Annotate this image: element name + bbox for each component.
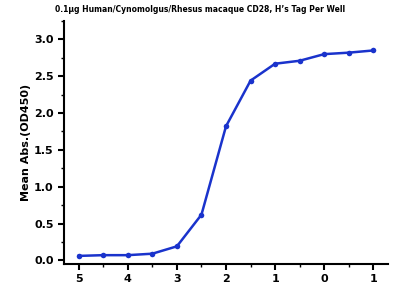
Y-axis label: Mean Abs.(OD450): Mean Abs.(OD450): [21, 84, 31, 201]
Text: 0.1μg Human/Cynomolgus/Rhesus macaque CD28, H’s Tag Per Well: 0.1μg Human/Cynomolgus/Rhesus macaque CD…: [55, 4, 345, 14]
